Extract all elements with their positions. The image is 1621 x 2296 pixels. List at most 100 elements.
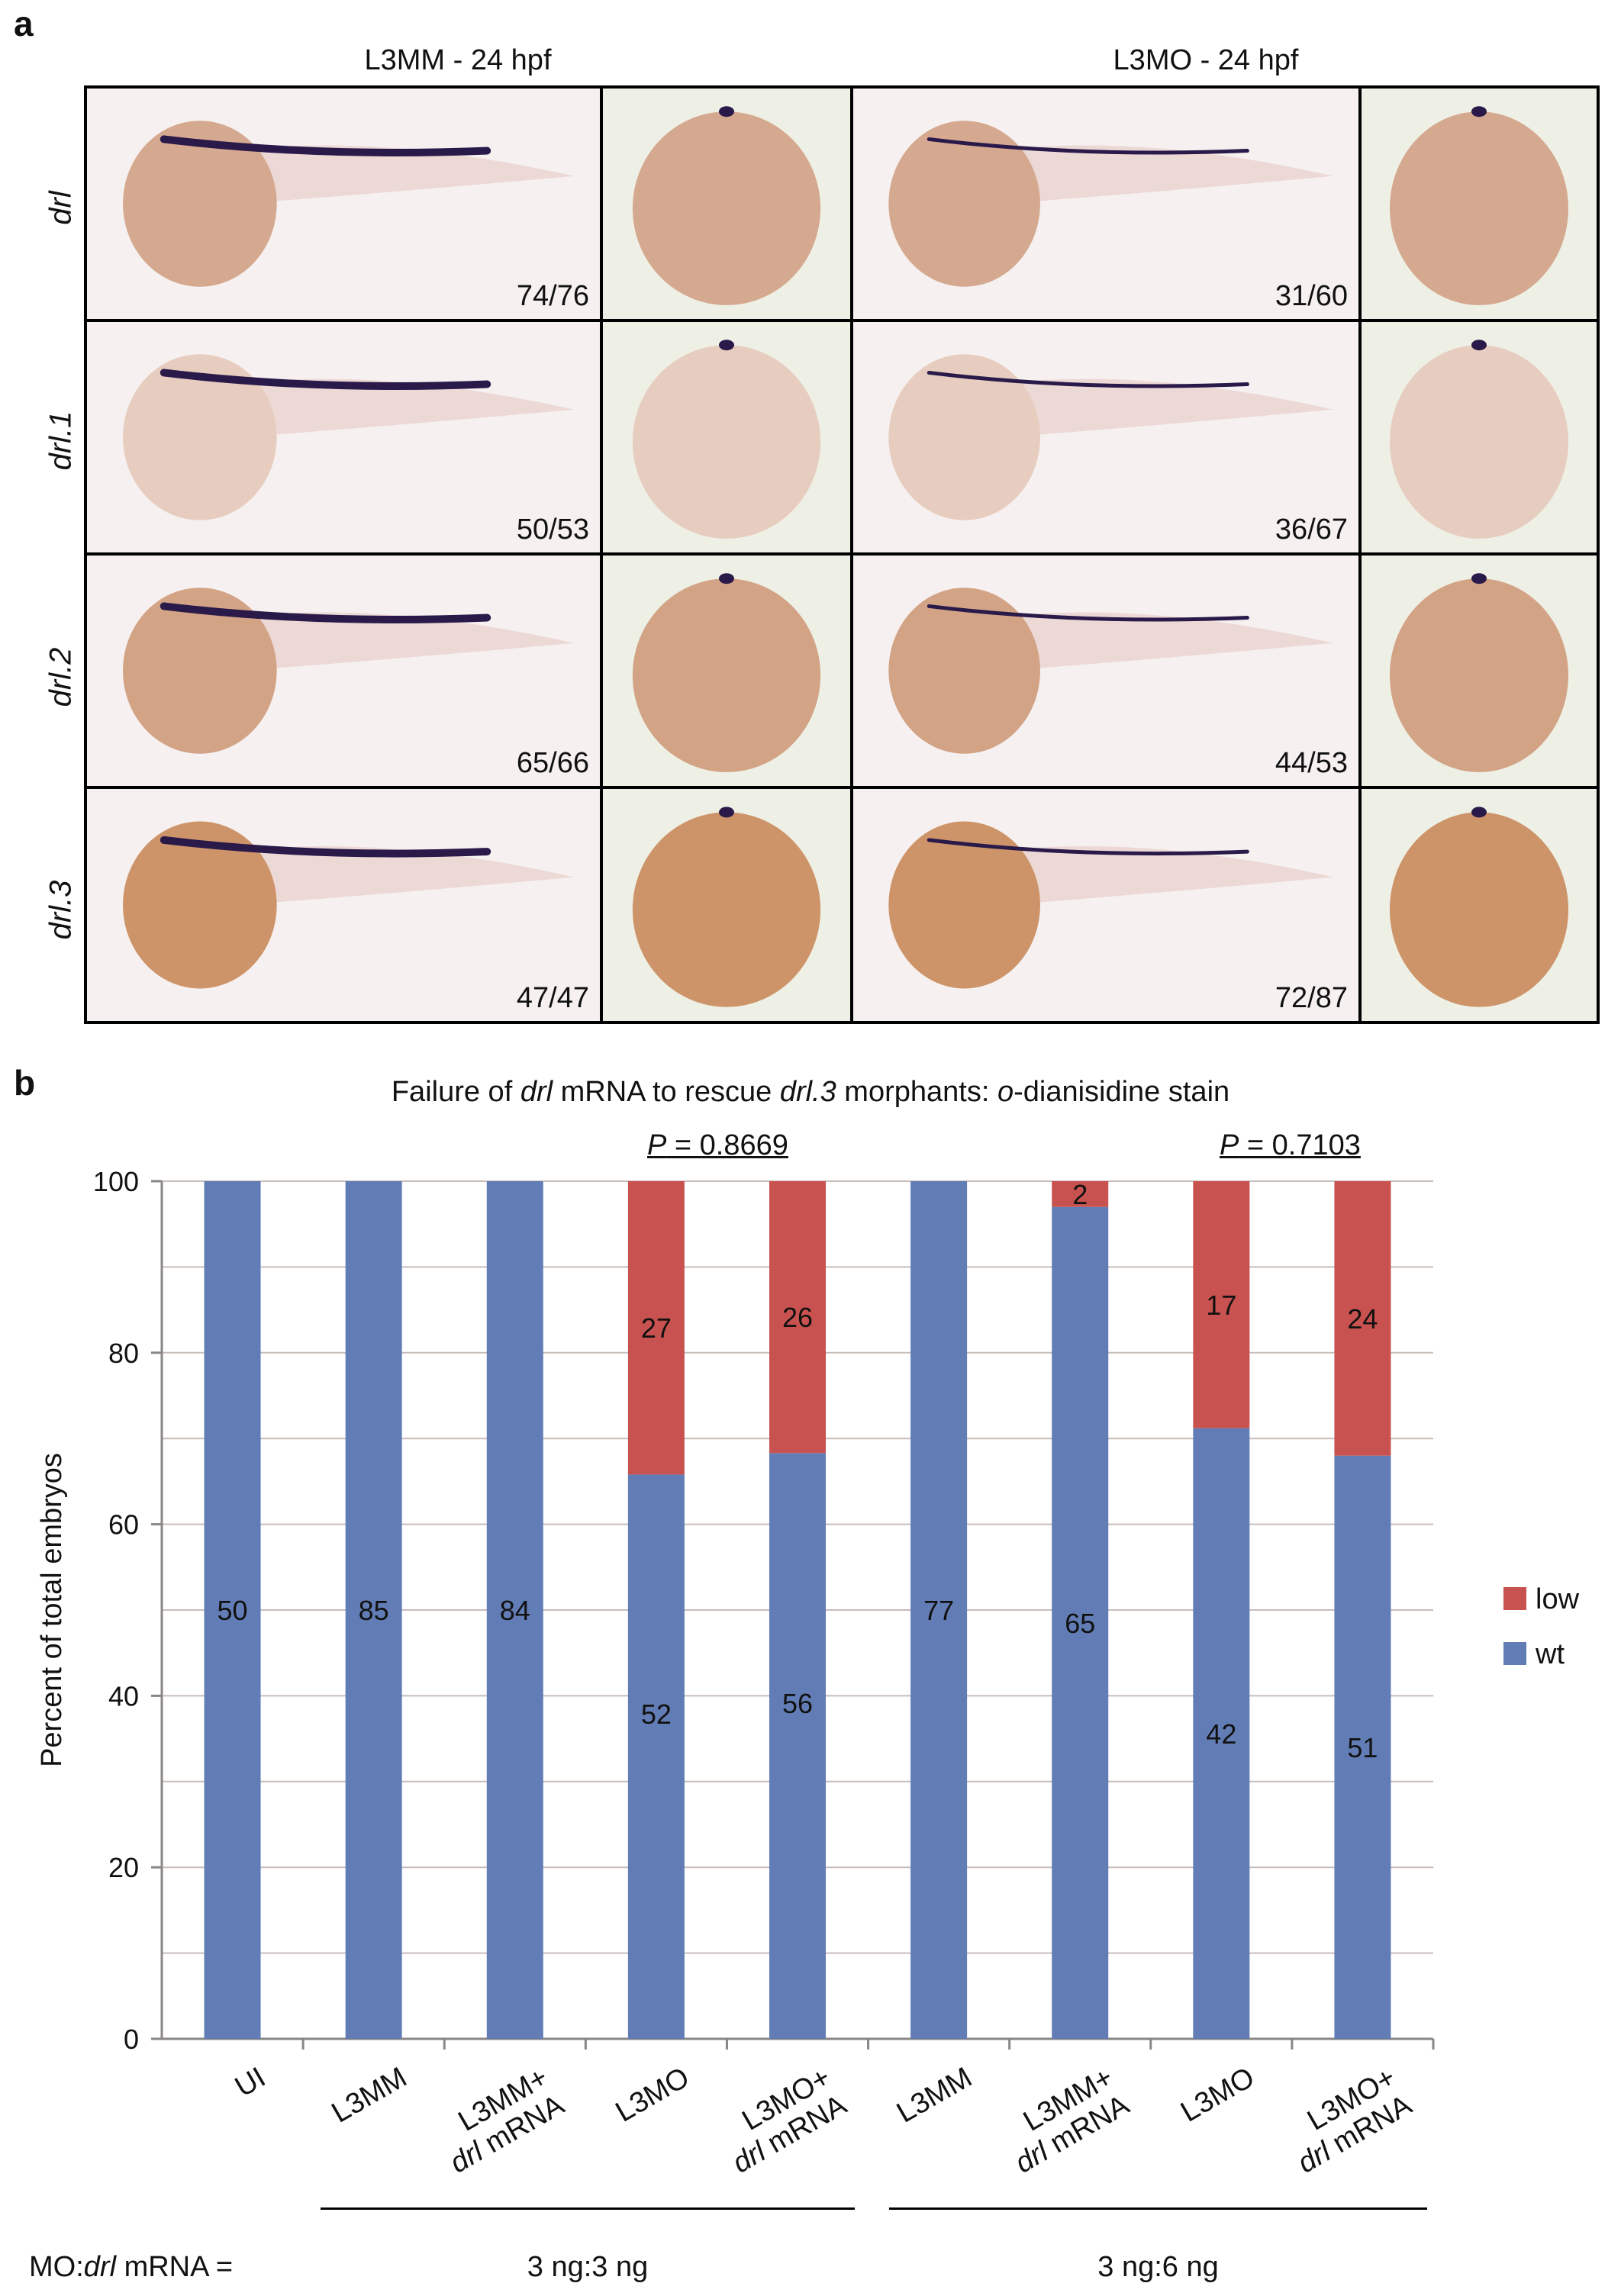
data-label-low-5: 26 (782, 1302, 813, 1333)
embryo-count-l3mm-row-4: 47/47 (516, 982, 589, 1014)
y-tick-label: 40 (108, 1680, 139, 1712)
group-label-2: 3 ng:6 ng (1097, 2251, 1219, 2283)
category-label-1: UI (230, 2061, 271, 2103)
embryo-yolk-shape (123, 588, 277, 754)
data-label-wt-2: 85 (359, 1595, 389, 1626)
embryo-yolk-shape (888, 588, 1040, 754)
lateral-embryo-image-l3mo-row-1: 31/60 (853, 89, 1358, 319)
stain-stripe-shape (927, 838, 1249, 856)
y-tick-label: 0 (124, 2024, 139, 2055)
embryo-count-l3mo-row-3: 44/53 (1275, 747, 1348, 779)
lateral-embryo-image-l3mm-row-3: 65/66 (87, 555, 600, 786)
embryo-count-l3mo-row-4: 72/87 (1275, 982, 1348, 1014)
embryo-tail-shape (979, 612, 1333, 671)
embryo-dorsal-shape (632, 812, 821, 1007)
legend-label-wt: wt (1535, 1638, 1565, 1670)
embryo-tail-shape (215, 378, 575, 437)
stacked-bar-chart: 0 20 40 60 80 100 Percent of total embryos 50 UI… (0, 1099, 1621, 2292)
y-tick-label: 100 (93, 1166, 139, 1197)
stain-stripe-shape (160, 135, 491, 157)
bar-wt-8 (1193, 1428, 1250, 2039)
mo-mrna-ratio-label: MO:drl mRNA = (29, 2251, 234, 2283)
stain-spot-shape (1471, 573, 1487, 584)
embryo-yolk-shape (888, 121, 1040, 287)
embryo-yolk-shape (123, 821, 277, 989)
data-label-wt-1: 50 (218, 1595, 248, 1626)
dorsal-embryo-image-l3mm-row-4 (603, 789, 850, 1021)
stain-spot-shape (719, 340, 734, 351)
bar-wt-5 (769, 1453, 826, 2039)
embryo-tail-shape (979, 845, 1333, 905)
stain-stripe-shape (927, 604, 1249, 622)
embryo-tail-shape (979, 378, 1333, 437)
row-label-drl-1: drl.1 (44, 411, 78, 471)
y-tick-label: 80 (108, 1338, 139, 1369)
embryo-dorsal-shape (632, 578, 821, 772)
bar-wt-1 (204, 1181, 261, 2039)
data-label-low-8: 17 (1206, 1290, 1236, 1321)
y-tick-label: 20 (108, 1852, 139, 1883)
stain-spot-shape (1471, 807, 1487, 818)
embryo-tail-shape (215, 845, 575, 905)
lateral-embryo-image-l3mm-row-2: 50/53 (87, 322, 600, 552)
embryo-yolk-shape (888, 354, 1040, 520)
embryo-image-grid: 74/76 31/60 50/53 36/67 65/66 44/53 47/47 72/87 (84, 85, 1600, 1024)
bar-low-9 (1334, 1181, 1391, 1456)
lateral-embryo-image-l3mm-row-4: 47/47 (87, 789, 600, 1021)
embryo-dorsal-shape (1389, 345, 1569, 539)
stain-spot-shape (1471, 340, 1487, 351)
row-label-drl: drl (44, 191, 78, 225)
category-label-7: L3MM+drl mRNA (994, 2061, 1135, 2179)
lateral-embryo-image-l3mo-row-2: 36/67 (853, 322, 1358, 552)
embryo-count-l3mm-row-1: 74/76 (516, 280, 589, 312)
data-label-wt-9: 51 (1347, 1732, 1378, 1763)
embryo-dorsal-shape (1389, 578, 1569, 772)
category-label-5: L3MO+drl mRNA (711, 2061, 852, 2179)
panel-a-letter: a (14, 4, 34, 43)
bar-wt-7 (1052, 1206, 1109, 2039)
stain-spot-shape (1471, 106, 1487, 118)
legend-swatch-wt (1503, 1642, 1526, 1665)
stain-stripe-shape (927, 137, 1249, 155)
embryo-yolk-shape (123, 354, 277, 520)
data-label-wt-6: 77 (923, 1595, 954, 1626)
panel-b-letter: b (14, 1063, 36, 1103)
bar-low-7 (1052, 1181, 1109, 1207)
stain-stripe-shape (160, 369, 491, 391)
embryo-tail-shape (215, 145, 575, 204)
dorsal-embryo-image-l3mo-row-2 (1362, 322, 1597, 552)
y-tick-label: 60 (108, 1509, 139, 1541)
category-label-8: L3MO (1175, 2061, 1260, 2128)
group-label-1: 3 ng:3 ng (527, 2251, 649, 2283)
embryo-count-l3mo-row-2: 36/67 (1275, 514, 1348, 546)
category-label-9: L3MO+drl mRNA (1276, 2061, 1417, 2179)
category-label-6: L3MM (891, 2061, 977, 2129)
data-label-wt-7: 65 (1065, 1608, 1095, 1639)
legend-label-low: low (1536, 1583, 1580, 1615)
stain-stripe-shape (160, 836, 491, 858)
dorsal-embryo-image-l3mo-row-1 (1362, 89, 1597, 319)
chart-title: Failure of drl mRNA to rescue drl.3 morp… (391, 1076, 1230, 1108)
bar-wt-6 (910, 1181, 968, 2039)
category-label-2: L3MM (327, 2061, 412, 2129)
embryo-count-l3mm-row-3: 65/66 (516, 747, 589, 779)
bar-wt-3 (486, 1181, 543, 2039)
group-bracket-1 (321, 2207, 855, 2210)
column-header-l3mm: L3MM - 24 hpf (364, 44, 552, 76)
p-value-label-1: P = 0.8669 (647, 1129, 788, 1161)
lateral-embryo-image-l3mo-row-3: 44/53 (853, 555, 1358, 786)
embryo-count-l3mo-row-1: 31/60 (1275, 280, 1348, 312)
bar-wt-2 (345, 1181, 402, 2039)
lateral-embryo-image-l3mo-row-4: 72/87 (853, 789, 1358, 1021)
data-label-wt-8: 42 (1206, 1718, 1236, 1750)
stain-spot-shape (719, 573, 734, 584)
embryo-dorsal-shape (1389, 111, 1569, 305)
dorsal-embryo-image-l3mo-row-3 (1362, 555, 1597, 786)
stain-stripe-shape (160, 602, 491, 624)
bar-wt-4 (627, 1474, 685, 2039)
data-label-wt-4: 52 (641, 1699, 672, 1730)
category-label-3: L3MM+drl mRNA (429, 2061, 570, 2179)
embryo-tail-shape (215, 612, 575, 671)
category-label-4: L3MO (611, 2061, 695, 2128)
embryo-tail-shape (979, 145, 1333, 204)
